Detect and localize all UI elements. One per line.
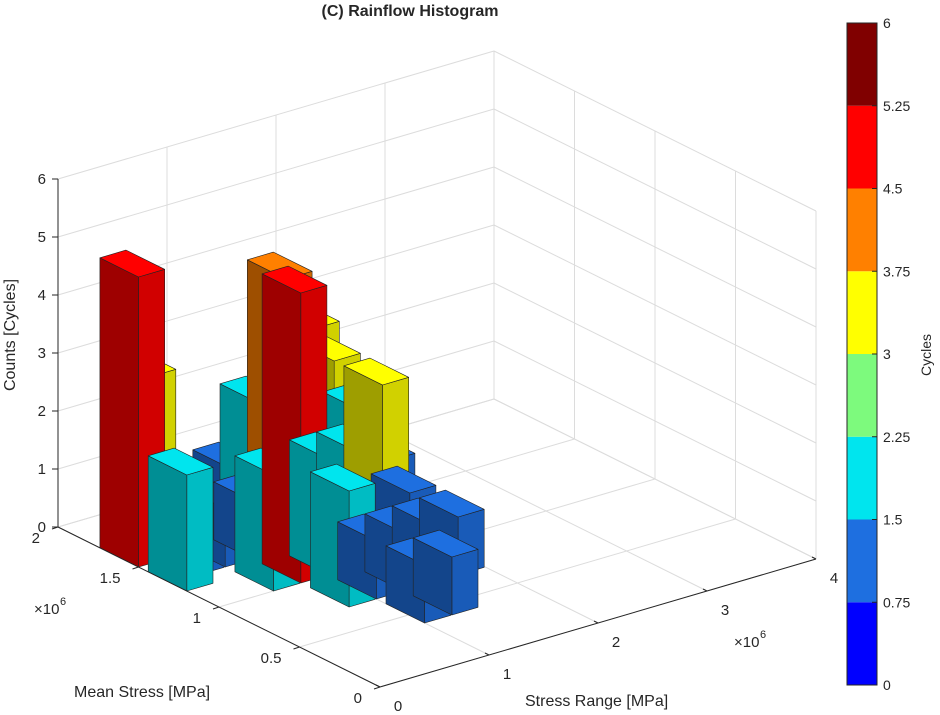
histogram-bars (99, 249, 485, 624)
z-tick-label: 6 (38, 171, 46, 188)
grid-z-back (57, 108, 495, 238)
x-exponent-power: 6 (760, 629, 766, 641)
grid-z-side (493, 282, 817, 444)
x-tick-mark (702, 588, 708, 592)
z-tick-label: 3 (38, 345, 46, 362)
colorbar-segment (847, 105, 877, 189)
y-tick-mark (293, 646, 300, 650)
colorbar-segment (847, 436, 877, 520)
x-axis-label: Stress Range [MPa] (525, 693, 668, 710)
bar (99, 249, 165, 568)
x-tick-label: 2 (612, 634, 620, 651)
y-tick-label: 0.5 (261, 650, 282, 667)
colorbar-segment (847, 23, 877, 106)
y-tick-label: 1 (193, 610, 201, 627)
bar-side-face (147, 455, 188, 592)
colorbar-segment (847, 602, 877, 685)
x-tick-label: 4 (830, 570, 838, 587)
bar-top-face (343, 357, 410, 386)
bar-top-face (261, 265, 328, 294)
colorbar-segment (847, 354, 877, 437)
y-axis-label: Mean Stress [MPa] (74, 684, 210, 701)
x-tick-mark (811, 556, 817, 560)
bar-top-face (412, 529, 479, 558)
y-tick-mark (132, 566, 139, 570)
colorbar-tick-label: 2.25 (883, 429, 910, 445)
y-axis-line (57, 526, 381, 688)
colorbar-tick-label: 4.5 (883, 181, 903, 197)
z-tick-label: 5 (38, 229, 46, 246)
bar-top-face (370, 465, 437, 494)
bar (412, 529, 479, 616)
x-tick-label: 1 (503, 666, 511, 683)
z-axis-label: Counts [Cycles] (2, 279, 19, 391)
bar-front-face (186, 466, 214, 592)
x-tick-label: 0 (394, 698, 402, 715)
y-tick-label: 2 (32, 530, 40, 547)
colorbar-tick-label: 0.75 (883, 594, 910, 610)
colorbar-segment (847, 519, 877, 603)
x-tick-label: 3 (721, 602, 729, 619)
bar-top-face (310, 463, 376, 492)
grid-z-side (493, 398, 817, 560)
z-tick-label: 1 (38, 461, 46, 478)
z-tick-label: 2 (38, 403, 46, 420)
bar (147, 447, 214, 592)
grid-z-side (493, 108, 817, 270)
y-exponent-power: 6 (60, 596, 66, 608)
grid-z-back (57, 50, 495, 180)
colorbar-tick-label: 3.75 (883, 263, 910, 279)
bar-top-face (147, 447, 214, 476)
z-tick-label: 4 (38, 287, 46, 304)
x-exponent-base: ×10 (734, 634, 759, 651)
y-tick-mark (373, 686, 381, 690)
x-exponent: ×10 6 (734, 629, 766, 651)
colorbar-tick-label: 1.5 (883, 512, 903, 528)
colorbar-label: Cycles (918, 334, 934, 376)
bar-front-face (451, 548, 479, 616)
y-exponent-base: ×10 (34, 601, 59, 618)
bar-top-face (99, 249, 165, 278)
grid-y-floor (299, 518, 736, 648)
colorbar: 0 0.75 1.5 2.25 3 3.75 4.5 5.25 6 (846, 15, 910, 693)
colorbar-tick-label: 5.25 (883, 98, 910, 114)
x-axis-line (379, 558, 817, 688)
y-tick-mark (212, 606, 220, 610)
colorbar-tick-label: 3 (883, 346, 891, 362)
bar-top-face (419, 489, 485, 518)
chart-title: (C) Rainflow Histogram (322, 3, 499, 20)
y-exponent: ×10 6 (34, 596, 66, 618)
y-tick-label: 1.5 (100, 570, 121, 587)
colorbar-segment (847, 188, 877, 272)
grid-z-side (493, 50, 817, 212)
grid-z-side (493, 166, 817, 328)
y-tick-label: 0 (354, 690, 362, 707)
x-tick-mark (484, 652, 490, 656)
grid-z-side (493, 340, 817, 502)
colorbar-tick-label: 6 (883, 15, 891, 31)
x-tick-mark (593, 620, 599, 624)
colorbar-segment (847, 271, 877, 354)
grid-z-side (493, 224, 817, 386)
z-tick-label: 0 (38, 519, 46, 536)
bar-side-face (99, 257, 139, 568)
colorbar-tick-label: 0 (883, 677, 891, 693)
